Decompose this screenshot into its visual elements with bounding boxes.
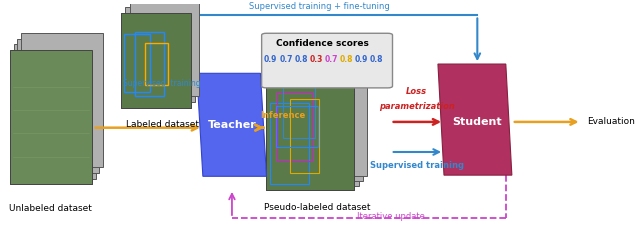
Bar <box>10 50 92 184</box>
Text: 0.9: 0.9 <box>355 55 368 64</box>
Text: 0.8: 0.8 <box>294 55 308 64</box>
Bar <box>129 2 199 97</box>
Text: 0.9: 0.9 <box>264 55 277 64</box>
Text: 0.8: 0.8 <box>340 55 353 64</box>
Text: Teacher: Teacher <box>207 120 257 130</box>
Bar <box>266 52 355 190</box>
Polygon shape <box>438 64 512 175</box>
Bar <box>290 99 319 173</box>
Text: parametrization: parametrization <box>379 102 454 111</box>
Bar <box>266 52 355 190</box>
Text: 0.3: 0.3 <box>310 55 323 64</box>
Bar <box>17 39 99 173</box>
Text: Labeled dataset: Labeled dataset <box>126 120 199 129</box>
Polygon shape <box>197 73 266 176</box>
Bar <box>121 13 191 108</box>
Bar <box>21 33 103 167</box>
Text: Supervised training: Supervised training <box>370 161 464 170</box>
Bar <box>275 43 363 181</box>
Text: 0.8: 0.8 <box>370 55 383 64</box>
Bar <box>124 34 150 92</box>
Text: 0.7: 0.7 <box>279 55 292 64</box>
Bar <box>284 87 315 138</box>
Text: 0.7: 0.7 <box>324 55 338 64</box>
Bar <box>14 44 95 179</box>
Text: Pseudo-labeled dataset: Pseudo-labeled dataset <box>264 203 370 212</box>
Text: Unlabeled dataset: Unlabeled dataset <box>10 204 92 213</box>
Text: Supervised  training: Supervised training <box>124 79 201 88</box>
Bar <box>276 106 318 147</box>
Bar <box>121 13 191 108</box>
Bar <box>125 7 195 102</box>
Bar <box>279 39 367 176</box>
Text: Evaluation: Evaluation <box>588 117 636 126</box>
Bar <box>10 50 92 184</box>
Bar <box>271 48 358 185</box>
Bar <box>135 32 164 97</box>
Text: Inference: Inference <box>260 111 305 120</box>
Bar <box>145 43 168 85</box>
Bar <box>276 92 312 161</box>
Text: Loss: Loss <box>406 88 428 97</box>
Text: Supervised training + fine-tuning: Supervised training + fine-tuning <box>250 2 390 11</box>
Text: Confidence scores: Confidence scores <box>276 39 369 48</box>
Text: Iterative update: Iterative update <box>356 212 424 221</box>
Bar <box>269 103 309 184</box>
Text: Student: Student <box>452 117 502 127</box>
FancyBboxPatch shape <box>262 33 392 88</box>
